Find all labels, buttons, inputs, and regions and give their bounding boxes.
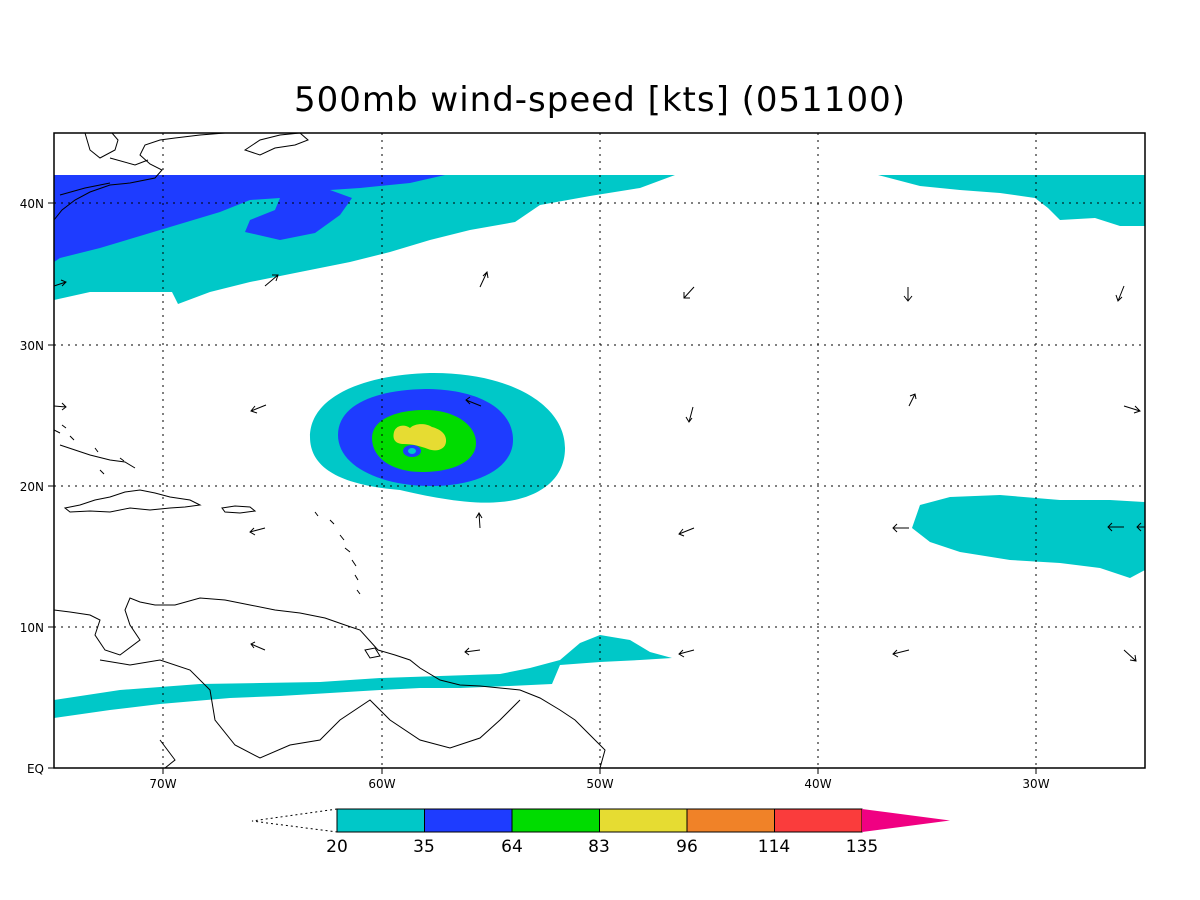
colorbar-label-96: 96 — [676, 837, 698, 857]
wind-arrow — [678, 527, 695, 537]
wind-speed-shading — [54, 175, 1145, 718]
north-america-coast — [54, 133, 226, 221]
maritimes-coast — [84, 133, 149, 166]
trinidad-coast — [364, 647, 381, 659]
south-america-coast — [54, 597, 606, 768]
wind-arrow — [249, 527, 266, 536]
wind-arrow — [903, 287, 913, 302]
wind-arrow — [1136, 522, 1145, 532]
colorbar-label-114: 114 — [758, 837, 790, 857]
lat-label-EQ: EQ — [27, 762, 44, 776]
wind-arrow — [685, 406, 694, 423]
colorbar-label-83: 83 — [588, 837, 610, 857]
colorbar-boxes — [336, 808, 950, 833]
lat-label-30N: 30N — [20, 339, 44, 353]
wind-arrow — [1123, 649, 1137, 662]
latitude-ticks — [48, 202, 54, 769]
venezuela-interior-border — [99, 659, 521, 759]
lon-label-60W: 60W — [368, 777, 395, 791]
lat-label-40N: 40N — [20, 197, 44, 211]
wind-arrow — [464, 647, 481, 656]
lat-label-20N: 20N — [20, 480, 44, 494]
long-island-coast — [59, 182, 111, 196]
longitude-ticks — [162, 768, 1037, 774]
lon-label-70W: 70W — [149, 777, 176, 791]
map-title: 500mb wind-speed [kts] (051100) — [294, 80, 906, 120]
lon-label-50W: 50W — [586, 777, 613, 791]
wind-vectors — [53, 270, 1145, 662]
colorbar-box-83 — [599, 808, 688, 833]
colorbar-box-35 — [424, 808, 513, 833]
coastlines — [54, 133, 606, 768]
wind-arrow — [465, 396, 482, 407]
wind-arrow — [683, 286, 695, 299]
colorbar-label-35: 35 — [413, 837, 435, 857]
wind-arrow — [1115, 285, 1125, 302]
wind-arrow — [1123, 405, 1141, 414]
colorbar-box-64 — [511, 808, 600, 833]
cuba-coast — [54, 429, 136, 469]
wind-arrow — [53, 279, 67, 287]
wind-arrow — [908, 393, 917, 407]
northeast-cyan-region — [878, 175, 1145, 226]
jet-stream-blue-region — [54, 175, 445, 262]
wind-arrow — [1107, 522, 1124, 532]
wind-arrow — [892, 649, 910, 658]
wind-arrow — [479, 270, 489, 288]
lon-label-30W: 30W — [1022, 777, 1049, 791]
wind-arrow — [892, 523, 909, 533]
colorbar-label-64: 64 — [501, 837, 523, 857]
east-cyan-region — [912, 495, 1145, 578]
wind-arrow — [53, 402, 67, 411]
hurricane-yellow-region — [393, 424, 447, 451]
colorbar-under-triangle — [251, 808, 338, 833]
colorbar-label-135: 135 — [846, 837, 878, 857]
wind-arrow — [264, 274, 279, 287]
lesser-antilles-coast — [314, 511, 361, 595]
colorbar-labels: 20 35 64 83 96 114 135 — [326, 837, 878, 857]
colorbar-over-triangle — [862, 809, 950, 832]
longitude-labels: 70W 60W 50W 40W 30W — [149, 777, 1049, 791]
colombia-border — [159, 739, 176, 768]
latitude-labels: 40N 30N 20N 10N EQ — [20, 197, 44, 776]
bahamas-coast — [61, 424, 125, 475]
hispaniola-coast — [63, 489, 202, 513]
colorbar-box-114 — [774, 808, 863, 833]
lat-label-10N: 10N — [20, 621, 44, 635]
wind-arrow — [678, 649, 695, 658]
colorbar: 20 35 64 83 96 114 135 — [251, 808, 950, 857]
hurricane-eye-cyan — [408, 448, 416, 454]
newfoundland-coast — [243, 133, 309, 156]
puerto-rico-coast — [221, 505, 257, 514]
colorbar-box-20 — [336, 808, 425, 833]
graticule — [54, 133, 1145, 768]
wind-arrow — [250, 641, 266, 651]
south-cyan-region — [54, 635, 672, 718]
lon-label-40W: 40W — [804, 777, 831, 791]
wind-arrow — [475, 512, 483, 529]
colorbar-label-20: 20 — [326, 837, 348, 857]
colorbar-box-96 — [686, 808, 775, 833]
wind-arrow — [250, 404, 267, 414]
